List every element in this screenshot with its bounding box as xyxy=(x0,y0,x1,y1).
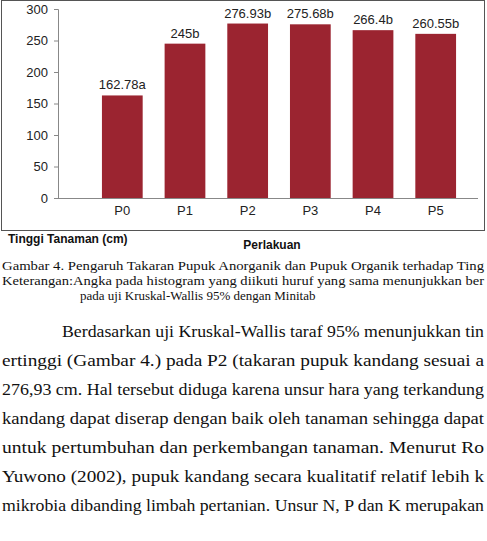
y-tick: 200 xyxy=(26,65,58,80)
y-tick: 150 xyxy=(26,96,58,111)
y-tick-mark xyxy=(54,135,58,136)
y-tick-mark xyxy=(54,104,58,105)
paragraph-line: mikrobia dibanding limbah pertanian. Uns… xyxy=(2,496,485,515)
data-label: 266.4b xyxy=(353,12,393,27)
x-tick-label: P5 xyxy=(428,203,444,218)
x-tick: P3 xyxy=(302,198,318,218)
x-tick-label: P1 xyxy=(177,203,193,218)
y-tick-mark xyxy=(54,72,58,73)
x-tick-label: P4 xyxy=(365,203,381,218)
y-tick: 250 xyxy=(26,33,58,48)
y-tick-label: 200 xyxy=(26,65,48,80)
y-axis-title: Tinggi Tanaman (cm) xyxy=(8,232,128,246)
x-tick: P0 xyxy=(114,198,130,218)
y-tick-label: 100 xyxy=(26,128,48,143)
bar xyxy=(415,34,456,198)
x-axis: P0 P1 P2 P3 P4 P5 xyxy=(58,198,478,218)
y-tick-mark xyxy=(54,198,58,199)
bar xyxy=(102,95,143,198)
y-tick: 50 xyxy=(34,159,58,174)
x-tick: P5 xyxy=(428,198,444,218)
bars xyxy=(102,24,456,198)
data-label: 276.93b xyxy=(224,6,271,21)
x-tick-label: P0 xyxy=(114,203,130,218)
x-tick: P2 xyxy=(240,198,256,218)
y-tick-mark xyxy=(54,167,58,168)
text-block: Gambar 4. Pengaruh Takaran Pupuk Anorgan… xyxy=(2,258,485,515)
x-axis-title: Perlakuan xyxy=(243,238,300,252)
x-tick: P4 xyxy=(365,198,381,218)
y-tick-label: 300 xyxy=(26,2,48,17)
data-label: 275.68b xyxy=(287,6,334,21)
caption: Gambar 4. Pengaruh Takaran Pupuk Anorgan… xyxy=(2,258,485,273)
x-axis-line xyxy=(58,198,478,199)
paragraph-line: 276,93 cm. Hal tersebut diduga karena un… xyxy=(2,380,485,399)
y-tick-label: 150 xyxy=(26,96,48,111)
bar xyxy=(290,24,331,198)
data-labels: 162.78a 245b 276.93b 275.68b 266.4b 260.55b xyxy=(99,6,459,93)
y-tick-label: 250 xyxy=(26,33,48,48)
y-tick-mark xyxy=(54,9,58,10)
x-tick: P1 xyxy=(177,198,193,218)
paragraph-line: Yuwono (2002), pupuk kandang secara kual… xyxy=(2,467,485,486)
x-tick-label: P3 xyxy=(302,203,318,218)
bar xyxy=(353,30,394,198)
bar xyxy=(165,44,206,198)
page: 0 50 100 150 200 250 300 P0 P1 P2 P3 P4 P5 162.78a 245… xyxy=(0,0,487,541)
paragraph-line: Berdasarkan uji Kruskal-Wallis taraf 95%… xyxy=(62,322,485,341)
chart-frame xyxy=(2,1,485,231)
y-axis-line xyxy=(54,10,59,199)
y-tick: 100 xyxy=(26,128,58,143)
y-tick-label: 0 xyxy=(41,191,48,206)
data-label: 245b xyxy=(171,26,200,41)
y-tick: 0 xyxy=(41,191,58,206)
caption-note: pada uji Kruskal-Wallis 95% dengan Minit… xyxy=(80,288,315,303)
paragraph-line: ertinggi (Gambar 4.) pada P2 (takaran pu… xyxy=(2,351,485,370)
y-tick-label: 50 xyxy=(34,159,48,174)
y-tick: 300 xyxy=(26,2,58,17)
data-label: 162.78a xyxy=(99,77,147,92)
bar xyxy=(227,24,268,198)
paragraph-line: kandang dapat diserap dengan baik oleh t… xyxy=(2,409,484,428)
y-axis: 0 50 100 150 200 250 300 xyxy=(26,2,58,206)
caption-note: Keterangan:Angka pada histogram yang dii… xyxy=(2,273,485,288)
y-tick-mark xyxy=(54,41,58,42)
x-tick-label: P2 xyxy=(240,203,256,218)
paragraph-line: untuk pertumbuhan dan perkembangan tanam… xyxy=(2,438,484,457)
data-label: 260.55b xyxy=(412,16,459,31)
